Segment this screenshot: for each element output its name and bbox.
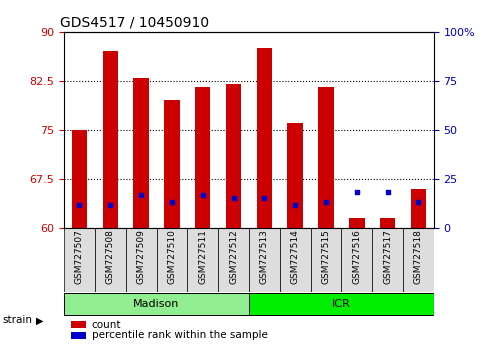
Point (384, 189, 391, 195)
Text: GSM727515: GSM727515 (321, 230, 330, 285)
Bar (349, 218, 364, 228)
Text: GSM727511: GSM727511 (198, 230, 207, 285)
Bar (403, 228, 434, 292)
Bar (249, 228, 280, 292)
Bar (64, 293, 249, 315)
Point (75, 202, 83, 208)
Bar (164, 101, 179, 228)
Text: GSM727518: GSM727518 (414, 230, 423, 285)
Bar (249, 293, 434, 315)
Point (353, 189, 361, 195)
Bar (134, 78, 149, 228)
Point (230, 195, 238, 201)
Text: ▶: ▶ (35, 315, 43, 325)
Text: GSM727509: GSM727509 (137, 230, 145, 285)
Bar (341, 228, 372, 292)
Text: ICR: ICR (332, 299, 351, 309)
Bar (411, 189, 426, 228)
Text: percentile rank within the sample: percentile rank within the sample (92, 330, 268, 340)
Text: count: count (92, 320, 121, 330)
Bar (64, 228, 95, 292)
Text: GSM727513: GSM727513 (260, 230, 269, 285)
Bar (218, 228, 249, 292)
Point (291, 202, 299, 208)
Text: strain: strain (2, 315, 33, 325)
Point (199, 192, 207, 198)
Bar (71, 321, 86, 328)
Text: GSM727512: GSM727512 (229, 230, 238, 284)
Point (168, 199, 176, 204)
Point (415, 199, 423, 204)
Text: GSM727508: GSM727508 (106, 230, 115, 285)
Bar (71, 332, 86, 339)
Bar (126, 228, 157, 292)
Text: GSM727510: GSM727510 (168, 230, 176, 285)
Point (137, 192, 145, 198)
Bar (157, 228, 187, 292)
Bar (72, 130, 87, 228)
Bar (187, 228, 218, 292)
Bar (287, 123, 303, 228)
Point (260, 195, 268, 201)
Bar (95, 228, 126, 292)
Bar (103, 51, 118, 228)
Text: GSM727517: GSM727517 (383, 230, 392, 285)
Text: GSM727516: GSM727516 (352, 230, 361, 285)
Point (322, 199, 330, 204)
Bar (280, 228, 311, 292)
Bar (226, 84, 241, 228)
Text: Madison: Madison (133, 299, 180, 309)
Text: GSM727514: GSM727514 (291, 230, 300, 284)
Bar (380, 218, 395, 228)
Text: GSM727507: GSM727507 (75, 230, 84, 285)
Bar (257, 48, 272, 228)
Text: GDS4517 / 10450910: GDS4517 / 10450910 (61, 15, 210, 29)
Bar (372, 228, 403, 292)
Point (106, 202, 114, 208)
Bar (311, 228, 341, 292)
Bar (318, 87, 334, 228)
Bar (195, 87, 211, 228)
